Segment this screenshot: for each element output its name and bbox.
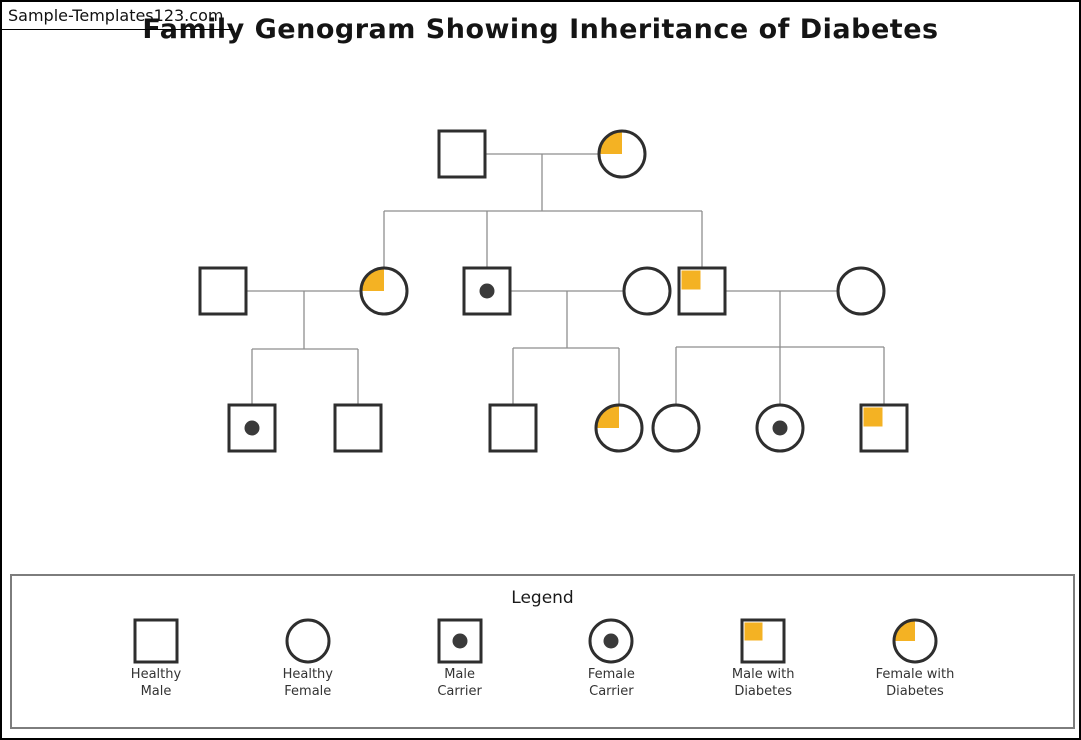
gen2-son-carrier (462, 266, 512, 316)
female-with-diabetes-symbol (892, 618, 938, 664)
gen3-son-healthy-1 (333, 403, 383, 453)
female-carrier-symbol (588, 618, 634, 664)
legend-item-label: Female Carrier (587, 667, 635, 699)
male-carrier-symbol (437, 618, 483, 664)
legend-item-label: Male with Diabetes (731, 667, 795, 699)
healthy-female-symbol (285, 618, 331, 664)
male-diabetes-legend-glyph (740, 618, 786, 664)
gen1-mother (597, 129, 647, 179)
legend-item-female-with-diabetes: Female with Diabetes (875, 618, 955, 701)
connector-lines (223, 153, 885, 428)
legend-items: Healthy Male Healthy Female Male Carrier… (12, 608, 1073, 701)
male-carrier-symbol (437, 618, 483, 664)
legend-item-label: Male Carrier (437, 667, 482, 699)
female-carrier-symbol (588, 618, 634, 664)
gen3-daughter-carrier (755, 403, 805, 453)
legend-item-healthy-male: Healthy Male (116, 618, 196, 701)
legend-item-label: Female with Diabetes (875, 667, 955, 699)
female-carrier-legend-glyph (588, 618, 634, 664)
legend-item-label: Healthy Male (130, 667, 182, 699)
healthy-male-legend-glyph (133, 618, 179, 664)
male-carrier-legend-glyph (437, 618, 483, 664)
legend-item-label: Healthy Female (282, 667, 333, 699)
healthy-male-symbol (133, 618, 179, 664)
gen3-son-diabetes (859, 403, 909, 453)
healthy-female-legend-glyph (285, 618, 331, 664)
gen3-daughter-healthy (651, 403, 701, 453)
legend-title: Legend (511, 588, 574, 608)
gen1-father (437, 129, 487, 179)
legend-item-male-with-diabetes: Male with Diabetes (723, 618, 803, 701)
gen2-daughter-diabetes (359, 266, 409, 316)
gen2-spouse-female-1 (622, 266, 672, 316)
legend-box: Legend Healthy Male Healthy Female Male … (10, 574, 1075, 729)
gen2-spouse-female-2 (836, 266, 886, 316)
male-diabetes-symbol (740, 618, 786, 664)
watermark: Sample-Templates123.com (2, 4, 234, 30)
legend-item-female-carrier: Female Carrier (571, 618, 651, 701)
gen2-spouse-male (198, 266, 248, 316)
legend-item-healthy-female: Healthy Female (268, 618, 348, 701)
gen3-son-healthy-2 (488, 403, 538, 453)
gen3-son-carrier (227, 403, 277, 453)
gen3-daughter-diabetes (594, 403, 644, 453)
female-diabetes-symbol (892, 618, 938, 664)
healthy-female-symbol (285, 618, 331, 664)
healthy-male-symbol (133, 618, 179, 664)
page-title: Family Genogram Showing Inheritance of D… (142, 14, 939, 45)
female-diabetes-legend-glyph (892, 618, 938, 664)
gen2-son-diabetes (677, 266, 727, 316)
legend-item-male-carrier: Male Carrier (420, 618, 500, 701)
male-with-diabetes-symbol (740, 618, 786, 664)
